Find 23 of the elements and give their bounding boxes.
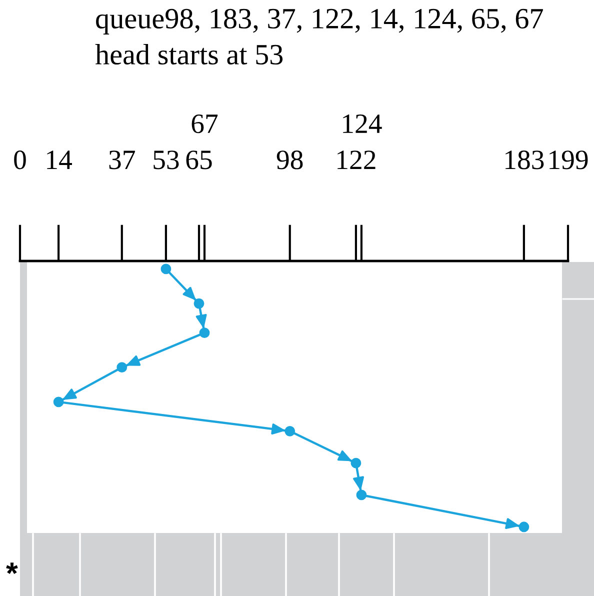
point [284,426,296,436]
chart-title: queue98, 183, 37, 122, 14, 124, 65, 67 [96,8,543,34]
point [116,362,128,373]
point [356,490,367,500]
chart-subtitle: head starts at 53 [95,44,283,65]
x-tick-label: 37 [109,150,135,170]
x-tick-label: 0 [14,150,26,170]
x2-tick-label: 124 [343,114,382,133]
point [518,522,530,532]
point [199,328,210,338]
text: * [6,562,18,574]
point [194,298,204,309]
x-tick-label: 183 [506,150,544,170]
point [350,458,362,468]
point [53,396,64,408]
x2-tick-label: 67 [192,114,218,134]
point [160,264,172,274]
x-tick-label: 14 [47,150,72,169]
x-tick-label: 199 [550,150,588,170]
x-tick-label: 65 [186,150,212,170]
x-tick-label: 53 [154,150,179,170]
x-tick-label: 122 [338,150,376,169]
x-tick-label: 98 [276,150,303,170]
